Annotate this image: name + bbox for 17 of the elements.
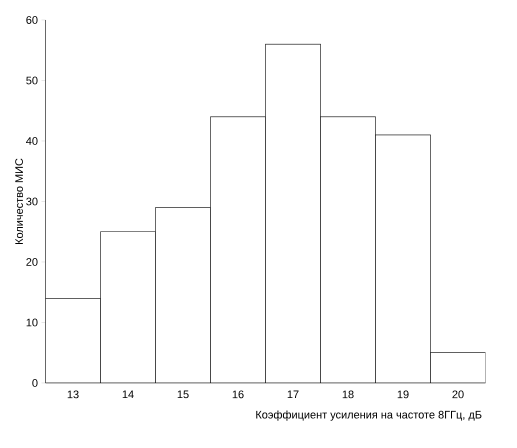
y-tick-label: 60: [26, 16, 38, 24]
y-tick-label: 20: [26, 258, 38, 266]
x-tick-label: 20: [452, 390, 464, 398]
x-tick-label: 13: [68, 390, 79, 398]
y-tick-label: 30: [26, 198, 38, 206]
y-axis-title: Количество МИС: [15, 158, 23, 244]
x-tick-label: 16: [232, 390, 244, 398]
x-axis-title: Коэффициент усиления на частоте 8ГГц, дБ: [256, 410, 482, 421]
x-tick-label: 19: [398, 390, 409, 398]
x-tick-label: 14: [122, 390, 134, 398]
x-tick-label: 18: [342, 390, 354, 398]
x-tick-label: 17: [288, 390, 299, 398]
y-tick-label: 50: [26, 76, 38, 84]
y-tick-label: 40: [26, 137, 38, 145]
y-tick-label: 0: [32, 379, 38, 387]
y-tick-label: 10: [26, 318, 38, 326]
x-tick-label: 15: [178, 390, 189, 398]
